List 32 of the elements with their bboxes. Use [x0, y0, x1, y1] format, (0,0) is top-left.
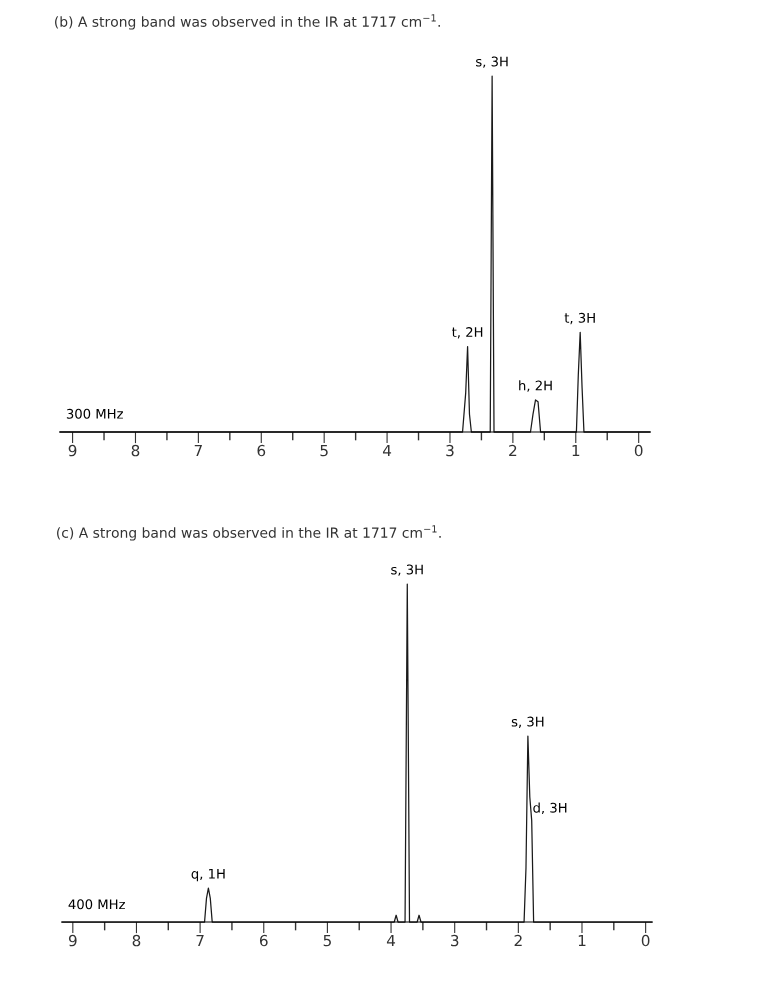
x-tick-label: 6 — [257, 444, 266, 457]
x-tick-label: 0 — [641, 934, 650, 947]
annotation: h, 2H — [519, 380, 552, 392]
annotation: d, 3H — [533, 802, 567, 815]
x-tick-label: 9 — [68, 934, 77, 947]
annotation: 300 MHz — [66, 408, 123, 419]
annotation: t, 3H — [564, 312, 595, 325]
x-tick-label: 5 — [323, 934, 331, 947]
annotation: t, 2H — [452, 327, 483, 339]
x-tick-label: 4 — [386, 934, 396, 947]
x-tick-label: 6 — [259, 934, 268, 947]
x-tick-label: 2 — [509, 444, 517, 457]
x-tick-label: 2 — [514, 934, 522, 947]
x-tick-label: 9 — [68, 444, 77, 457]
x-tick-label: 3 — [446, 444, 454, 457]
x-tick-label: 1 — [572, 444, 580, 457]
x-tick-label: 5 — [320, 444, 328, 457]
annotation: s, 3H — [476, 56, 508, 68]
x-tick-label: 7 — [194, 444, 202, 457]
annotation: s, 3H — [391, 564, 423, 576]
annotation: 400 MHz — [68, 899, 125, 910]
annotation: s, 3H — [511, 716, 544, 728]
x-tick-label: 7 — [196, 934, 204, 947]
x-tick-label: 1 — [578, 934, 586, 947]
annotation: q, 1H — [191, 868, 225, 882]
x-tick-label: 8 — [132, 934, 141, 947]
x-tick-label: 8 — [131, 444, 140, 457]
x-tick-label: 4 — [382, 444, 392, 457]
chart-title: (c) A strong band was observed in the IR at 1717 cm$^{−1}$. — [57, 525, 441, 541]
x-tick-label: 0 — [634, 444, 643, 457]
x-tick-label: 3 — [451, 934, 459, 947]
chart-title: (b) A strong band was observed in the IR at 1717 cm$^{−1}$. — [55, 14, 440, 30]
